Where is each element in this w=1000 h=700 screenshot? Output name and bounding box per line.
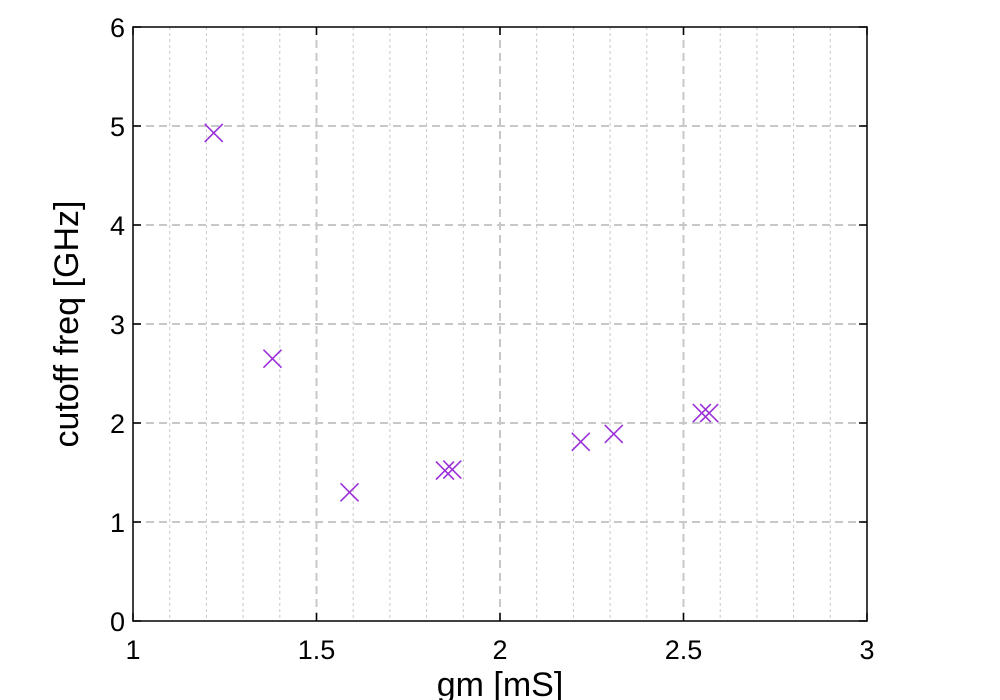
marker-stroke — [435, 460, 455, 481]
data-point — [262, 349, 283, 369]
data-point — [571, 432, 591, 452]
y-tick-label: 4 — [110, 211, 125, 241]
y-tick-labels: 0 1 2 3 4 5 6 — [110, 13, 125, 637]
marker-stroke — [339, 482, 360, 502]
marker-stroke — [604, 424, 624, 444]
x-axis-label: gm [mS] — [437, 666, 564, 700]
marker-stroke — [204, 123, 224, 143]
data-point — [442, 459, 462, 480]
marker-stroke — [442, 459, 462, 480]
x-tick-label: 2 — [492, 635, 507, 665]
marker-stroke — [692, 403, 712, 423]
marker-stroke — [699, 403, 719, 423]
y-tick-label: 1 — [110, 508, 125, 538]
x-tick-label: 2.5 — [665, 635, 703, 665]
data-point — [435, 460, 455, 481]
data-points — [204, 123, 719, 502]
data-point — [604, 424, 624, 444]
axis-ticks — [132, 26, 868, 622]
x-tick-label: 3 — [859, 635, 874, 665]
data-point — [699, 403, 719, 423]
data-point — [339, 482, 360, 502]
y-tick-label: 5 — [110, 112, 125, 142]
data-point — [204, 123, 224, 143]
x-tick-labels: 1 1.5 2 2.5 3 — [125, 635, 874, 665]
major-grid — [133, 27, 867, 621]
y-tick-label: 6 — [110, 13, 125, 43]
y-axis-label: cutoff freq [GHz] — [48, 201, 86, 448]
marker-stroke — [262, 349, 283, 369]
data-point — [692, 403, 712, 423]
marker-stroke — [571, 432, 591, 452]
y-tick-label: 0 — [110, 607, 125, 637]
x-tick-label: 1 — [125, 635, 140, 665]
y-tick-label: 3 — [110, 310, 125, 340]
y-tick-label: 2 — [110, 409, 125, 439]
x-tick-label: 1.5 — [298, 635, 336, 665]
